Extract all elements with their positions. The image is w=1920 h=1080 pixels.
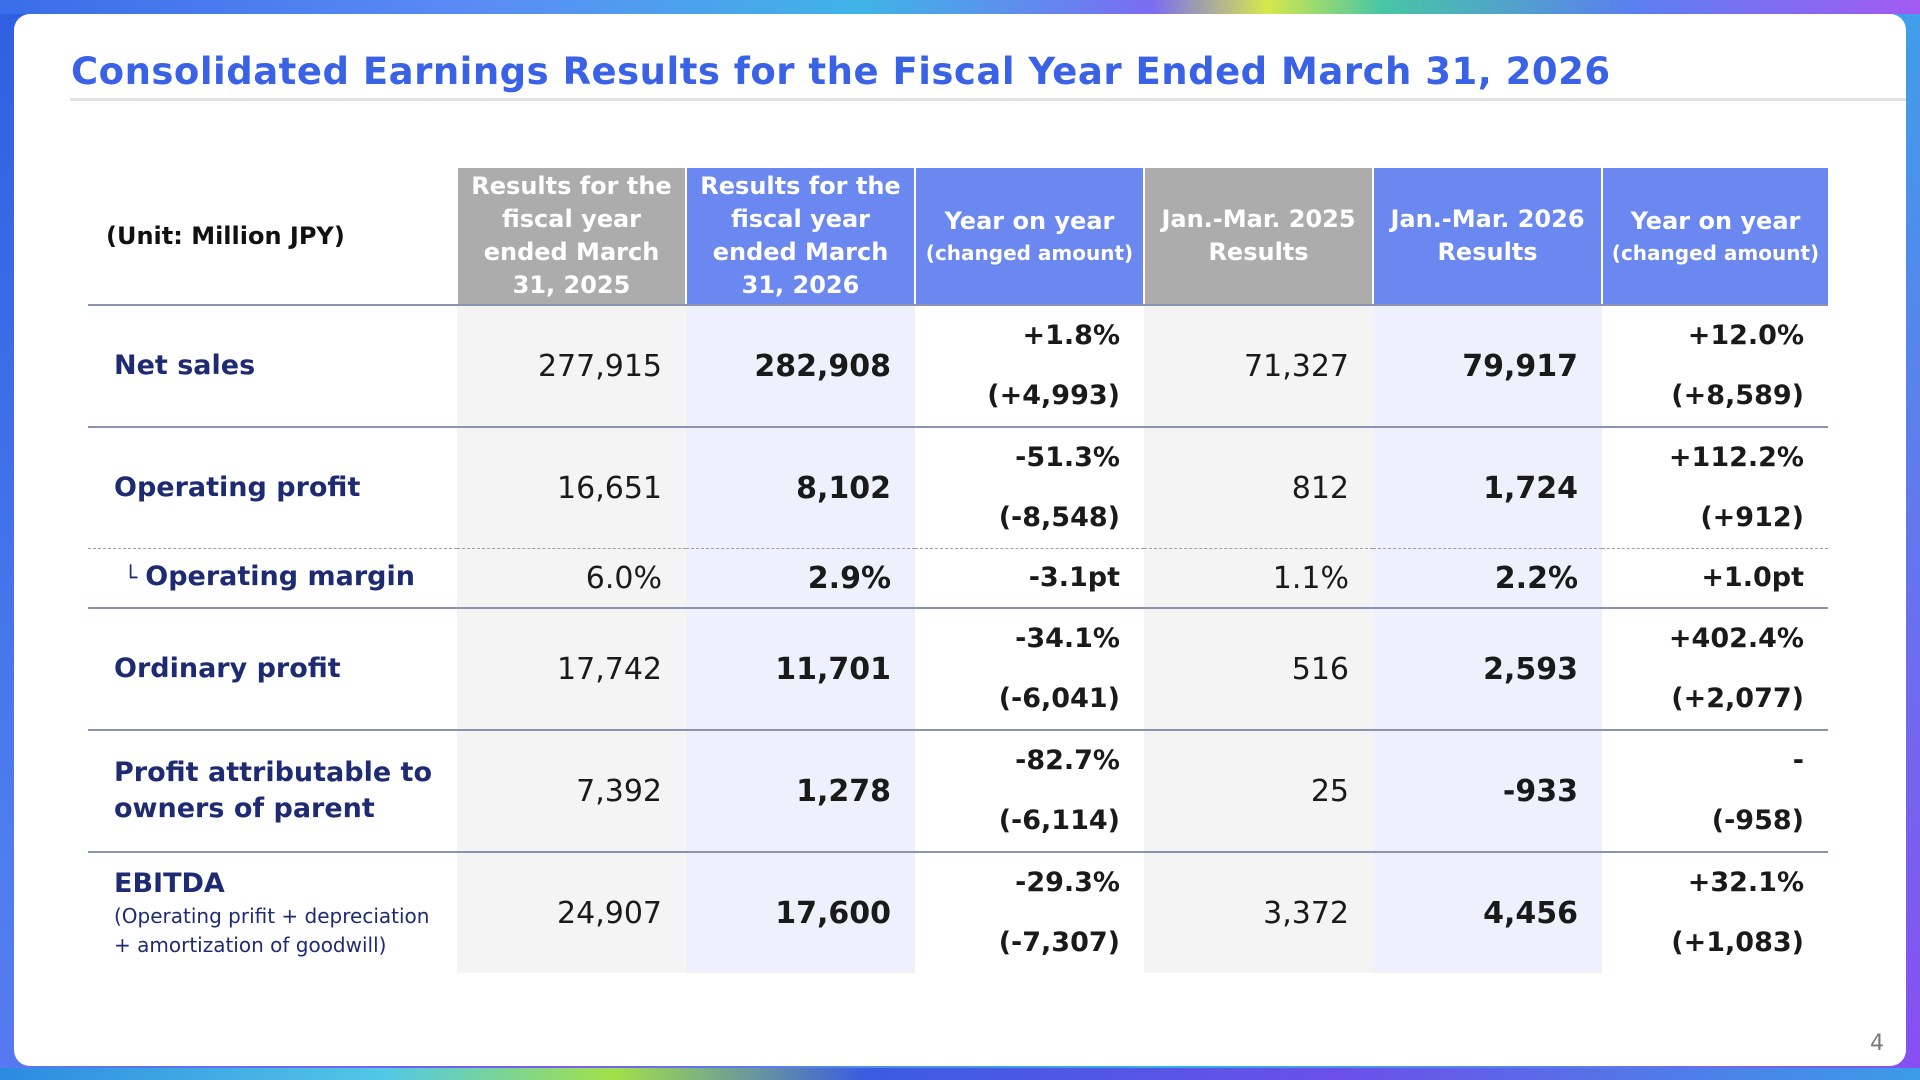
value-fy2025: 7,392	[457, 730, 686, 853]
q-yoy-amount: (-958)	[1711, 805, 1804, 836]
row-label-text: Ordinary profit	[114, 653, 341, 684]
value-yoy: -82.7% (-6,114)	[915, 730, 1144, 853]
q-yoy-amount: (+8,589)	[1671, 380, 1804, 411]
value-q2025: 516	[1144, 608, 1373, 731]
value-q-yoy: +112.2% (+912)	[1602, 427, 1828, 549]
row-label: Profit attributable to owners of parent	[88, 730, 457, 853]
value-fy2025: 16,651	[457, 427, 686, 549]
table-header-row: (Unit: Million JPY) Results for the fisc…	[88, 168, 1828, 306]
value-q-yoy: +1.0pt	[1602, 548, 1828, 609]
header-q2026-text: Jan.-Mar. 2026 Results	[1390, 205, 1585, 266]
row-label-text: Operating margin	[145, 561, 415, 592]
value-yoy: -34.1% (-6,041)	[915, 608, 1144, 731]
header-q2025: Jan.-Mar. 2025 Results	[1143, 168, 1373, 306]
header-q2026: Jan.-Mar. 2026 Results	[1372, 168, 1602, 306]
value-fy2026: 2.9%	[686, 548, 915, 609]
page-number: 4	[1870, 1031, 1884, 1056]
table-row: └ Operating margin 6.0% 2.9% -3.1pt 1.1% …	[88, 548, 1828, 609]
value-fy2026: 1,278	[686, 730, 915, 853]
value-fy2025: 277,915	[457, 305, 686, 428]
value-fy2025: 17,742	[457, 608, 686, 731]
header-fy2026-text: Results for the fiscal year ended March …	[700, 172, 901, 299]
q-yoy-amount: (+2,077)	[1671, 683, 1804, 714]
header-q-yoy: Year on year (changed amount)	[1601, 168, 1828, 306]
value-q-yoy: +402.4% (+2,077)	[1602, 608, 1828, 731]
value-fy2026: 17,600	[686, 852, 915, 973]
value-q2026: 4,456	[1373, 852, 1602, 973]
value-q2026: 79,917	[1373, 305, 1602, 428]
value-q2025: 25	[1144, 730, 1373, 853]
row-label-text: Net sales	[114, 350, 256, 381]
value-yoy: +1.8% (+4,993)	[915, 305, 1144, 428]
q-yoy-amount: (+912)	[1700, 502, 1804, 533]
yoy-percent: -51.3%	[1015, 442, 1120, 473]
value-q2025: 812	[1144, 427, 1373, 549]
yoy-amount: (-6,041)	[998, 683, 1120, 714]
value-q-yoy: +32.1% (+1,083)	[1602, 852, 1828, 973]
value-q-yoy: - (-958)	[1602, 730, 1828, 853]
value-q2026: -933	[1373, 730, 1602, 853]
row-label: Ordinary profit	[88, 608, 457, 731]
value-fy2026: 282,908	[686, 305, 915, 428]
yoy-percent: +1.8%	[1022, 320, 1120, 351]
header-fy2026: Results for the fiscal year ended March …	[685, 168, 915, 306]
row-label-note: (Operating prifit + depreciation + amort…	[114, 904, 430, 957]
yoy-amount: (-8,548)	[998, 502, 1120, 533]
value-q2025: 71,327	[1144, 305, 1373, 428]
value-yoy: -51.3% (-8,548)	[915, 427, 1144, 549]
value-fy2025: 6.0%	[457, 548, 686, 609]
yoy-percent: -82.7%	[1015, 745, 1120, 776]
yoy-amount: (-6,114)	[998, 805, 1120, 836]
value-q2026: 2,593	[1373, 608, 1602, 731]
title-underline	[70, 98, 1906, 101]
value-fy2026: 11,701	[686, 608, 915, 731]
value-yoy: -29.3% (-7,307)	[915, 852, 1144, 973]
table-row: Ordinary profit 17,742 11,701 -34.1% (-6…	[88, 608, 1828, 731]
row-label: └ Operating margin	[88, 548, 457, 609]
yoy-percent: -34.1%	[1015, 623, 1120, 654]
row-label: EBITDA (Operating prifit + depreciation …	[88, 852, 457, 973]
header-q-yoy-subtext: (changed amount)	[1611, 240, 1820, 265]
yoy-percent: -29.3%	[1015, 867, 1120, 898]
value-fy2026: 8,102	[686, 427, 915, 549]
earnings-table: (Unit: Million JPY) Results for the fisc…	[88, 168, 1828, 973]
header-fy2025: Results for the fiscal year ended March …	[456, 168, 686, 306]
header-yoy-text: Year on year	[944, 206, 1115, 235]
q-yoy-amount: (+1,083)	[1671, 927, 1804, 958]
value-q2026: 2.2%	[1373, 548, 1602, 609]
header-q2025-text: Jan.-Mar. 2025 Results	[1161, 205, 1356, 266]
row-label-text: EBITDA	[114, 868, 225, 899]
table-row: Net sales 277,915 282,908 +1.8% (+4,993)…	[88, 305, 1828, 428]
branch-marker: └	[124, 566, 138, 591]
row-label-text: Operating profit	[114, 472, 361, 503]
value-q2026: 1,724	[1373, 427, 1602, 549]
slide-card: Consolidated Earnings Results for the Fi…	[14, 14, 1906, 1066]
row-label: Net sales	[88, 305, 457, 428]
value-yoy: -3.1pt	[915, 548, 1144, 609]
row-label: Operating profit	[88, 427, 457, 549]
q-yoy-percent: -	[1792, 745, 1804, 776]
header-yoy: Year on year (changed amount)	[914, 168, 1144, 306]
value-q-yoy: +12.0% (+8,589)	[1602, 305, 1828, 428]
unit-label: (Unit: Million JPY)	[88, 168, 457, 306]
header-fy2025-text: Results for the fiscal year ended March …	[471, 172, 672, 299]
row-label-text: Profit attributable to owners of parent	[114, 757, 433, 824]
header-yoy-subtext: (changed amount)	[925, 240, 1134, 265]
header-q-yoy-text: Year on year	[1630, 206, 1801, 235]
yoy-amount: (+4,993)	[987, 380, 1120, 411]
q-yoy-percent: +112.2%	[1668, 442, 1804, 473]
background-top-strip	[0, 0, 1920, 14]
table-row: Operating profit 16,651 8,102 -51.3% (-8…	[88, 427, 1828, 549]
value-fy2025: 24,907	[457, 852, 686, 973]
value-q2025: 1.1%	[1144, 548, 1373, 609]
q-yoy-percent: +32.1%	[1687, 867, 1804, 898]
table-row: EBITDA (Operating prifit + depreciation …	[88, 852, 1828, 973]
background-bottom-strip	[0, 1068, 1920, 1080]
page-title: Consolidated Earnings Results for the Fi…	[71, 50, 1611, 93]
q-yoy-percent: +12.0%	[1687, 320, 1804, 351]
yoy-amount: (-7,307)	[998, 927, 1120, 958]
value-q2025: 3,372	[1144, 852, 1373, 973]
q-yoy-percent: +402.4%	[1668, 623, 1804, 654]
table-row: Profit attributable to owners of parent …	[88, 730, 1828, 853]
